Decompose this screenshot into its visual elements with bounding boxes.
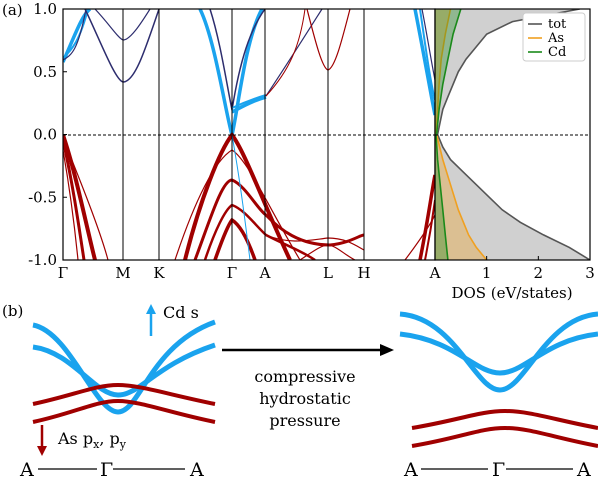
band-line	[413, 9, 435, 116]
band-line	[231, 94, 267, 109]
band-line	[418, 174, 435, 260]
dos-line-tot	[436, 9, 580, 135]
band-line	[63, 9, 87, 61]
path-right-A2: A	[576, 459, 591, 481]
band-line	[265, 9, 306, 97]
path-right-A: A	[403, 459, 418, 481]
dos-fill-Cd	[435, 9, 461, 135]
legend-label: tot	[548, 17, 567, 32]
band-line	[198, 9, 264, 142]
band-line	[231, 134, 251, 260]
band-line	[84, 9, 160, 83]
dos-xtick-label: 2	[534, 264, 544, 282]
band-ytick-label: 0.5	[33, 63, 57, 81]
cd-band-upper-left	[32, 319, 216, 415]
panel-a-tag: (a)	[2, 1, 23, 19]
path-right-gamma: Γ	[492, 459, 505, 481]
as-band-upper-left	[32, 382, 216, 406]
band-y-ticks: 1.0 0.5 0.0 -0.5 -1.0	[28, 0, 67, 269]
dos-xlabel: DOS (eV/states)	[451, 284, 572, 302]
path-left-A2: A	[189, 459, 204, 481]
arrow-text-3: pressure	[269, 411, 340, 430]
band-line	[419, 9, 435, 101]
kpoint-label: A	[429, 264, 441, 282]
band-ytick-label: 1.0	[33, 0, 57, 18]
band-curves	[63, 9, 435, 260]
schematic-left: Cd s As px, py A Γ A	[19, 303, 216, 481]
band-line	[421, 9, 435, 81]
pressure-arrow: compressive hydrostatic pressure	[222, 344, 394, 430]
arrow-text-2: hydrostatic	[259, 389, 351, 408]
cd-arrow-head	[146, 304, 156, 314]
band-structure-plot: 1.0 0.5 0.0 -0.5 -1.0 Γ M K Γ A L H A	[28, 0, 441, 282]
dos-fill-tot	[435, 134, 590, 260]
band-ytick-label: -1.0	[28, 251, 57, 269]
dos-line-As	[435, 134, 488, 260]
pressure-arrow-head	[380, 344, 394, 356]
as-band-upper-right	[411, 408, 598, 430]
dos-x-ticks: 1 2 3	[434, 256, 595, 282]
dos-line-Cd	[435, 9, 462, 135]
band-line	[63, 139, 86, 260]
dos-xtick-label: 1	[482, 264, 492, 282]
cd-band-lower-right	[399, 331, 598, 376]
arrow-text-1: compressive	[254, 367, 355, 386]
band-ytick-label: 0.0	[33, 126, 57, 144]
as-band-lower-right	[411, 425, 598, 448]
cd-s-label: Cd s	[163, 303, 199, 322]
dos-curves	[435, 9, 590, 260]
band-line	[404, 214, 435, 260]
path-left-gamma: Γ	[100, 459, 113, 481]
kpoint-label: L	[323, 264, 333, 282]
dos-line-Cd	[435, 134, 449, 260]
dos-xtick-label: 3	[585, 264, 595, 282]
band-line	[63, 137, 109, 260]
dos-line-As	[435, 9, 452, 135]
cd-band-upper-right	[399, 311, 598, 393]
kpoint-label: Γ	[58, 264, 68, 282]
kpoint-label: K	[153, 264, 165, 282]
band-line	[63, 149, 79, 260]
kpoint-label: A	[259, 264, 271, 282]
dos-frame	[434, 8, 591, 261]
band-line	[63, 9, 89, 59]
band-ytick-label: -0.5	[28, 188, 57, 206]
schematic-right: A Γ A	[399, 311, 598, 481]
path-left-A: A	[19, 459, 34, 481]
kpoint-label: M	[115, 264, 130, 282]
band-line	[265, 9, 323, 97]
dos-line-tot	[436, 134, 590, 260]
dos-fill-tot	[435, 9, 580, 135]
band-line	[63, 134, 97, 260]
kpoint-label: Γ	[227, 264, 237, 282]
as-band-lower-left	[32, 398, 216, 424]
band-line	[193, 178, 365, 260]
legend-label: As	[547, 31, 564, 46]
kpoint-label: H	[357, 264, 370, 282]
as-arrow-head	[37, 446, 47, 456]
legend-label: Cd	[548, 45, 566, 60]
legend-box	[522, 12, 586, 62]
panel-b-tag: (b)	[2, 302, 23, 320]
as-p-label: As px, py	[57, 429, 127, 451]
band-line	[203, 203, 316, 260]
dos-fill-As	[435, 134, 487, 260]
dos-fill-As	[435, 9, 451, 135]
cd-band-lower-left	[32, 342, 216, 398]
band-line	[231, 95, 267, 114]
